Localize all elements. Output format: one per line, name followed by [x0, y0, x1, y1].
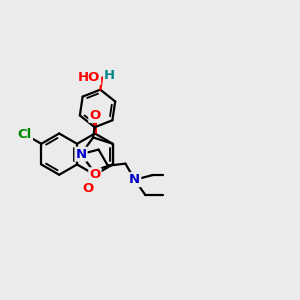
- Text: N: N: [129, 173, 140, 186]
- Text: Cl: Cl: [18, 128, 32, 141]
- Text: O: O: [89, 168, 100, 181]
- Text: N: N: [76, 148, 87, 160]
- Text: O: O: [89, 109, 100, 122]
- Text: HO: HO: [78, 71, 100, 84]
- Text: H: H: [104, 69, 115, 82]
- Text: O: O: [82, 182, 93, 195]
